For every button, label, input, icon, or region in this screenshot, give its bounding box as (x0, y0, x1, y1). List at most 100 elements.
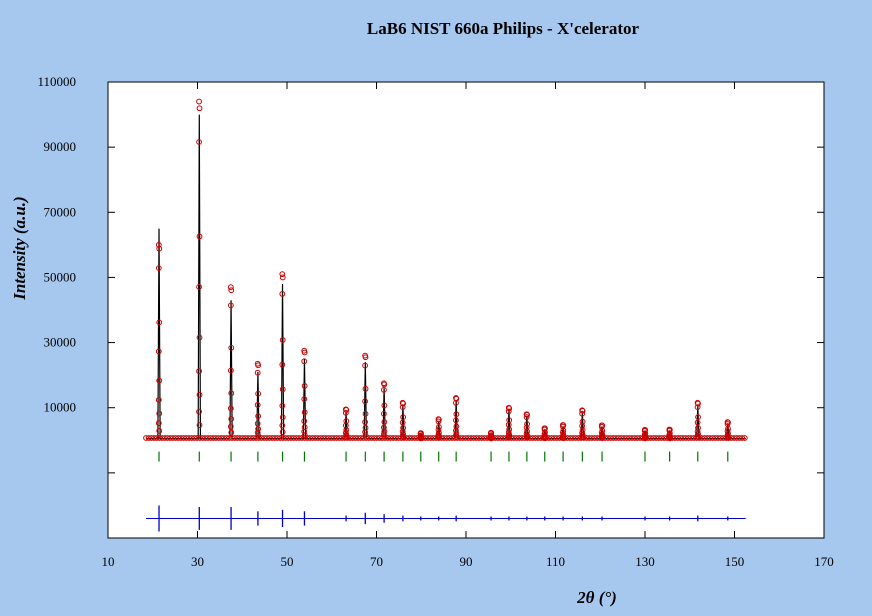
observed-point (155, 420, 162, 427)
observed-point (436, 434, 442, 441)
observed-point (470, 435, 477, 441)
observed-point (151, 435, 157, 441)
observed-point (156, 435, 163, 441)
observed-point (227, 284, 234, 291)
observed-point (279, 271, 286, 278)
observed-point (453, 417, 459, 424)
observed-point (453, 399, 459, 406)
observed-point (380, 387, 387, 393)
observed-point (156, 245, 163, 252)
observed-point (626, 435, 633, 441)
observed-point (425, 435, 431, 441)
observed-point (453, 423, 460, 430)
y-axis-title: Intensity (a.u.) (10, 196, 29, 300)
observed-point (301, 428, 308, 435)
observed-point (535, 435, 541, 441)
observed-point (285, 435, 292, 441)
observed-point (506, 405, 513, 412)
observed-point (731, 435, 737, 441)
observed-point (155, 396, 162, 403)
observed-point (156, 377, 163, 384)
observed-point (196, 105, 203, 112)
observed-point (301, 432, 308, 439)
observed-point (453, 434, 460, 440)
observed-point (694, 428, 701, 435)
observed-point (524, 421, 530, 427)
observed-point (228, 344, 235, 351)
y-tick-label: 90000 (44, 139, 77, 154)
observed-point (228, 429, 235, 436)
observed-point (279, 291, 286, 297)
observed-point (542, 435, 548, 442)
observed-point (418, 435, 424, 442)
observed-point (494, 435, 501, 441)
observed-point (553, 435, 560, 441)
observed-point (156, 428, 163, 434)
observed-point (261, 435, 268, 441)
observed-point (524, 434, 530, 441)
observed-point (204, 435, 211, 441)
y-tick-label: 110000 (37, 74, 76, 89)
observed-point (301, 396, 308, 402)
observed-point (362, 419, 368, 425)
observed-point (228, 416, 235, 422)
observed-point (380, 431, 387, 438)
observed-point (288, 435, 294, 441)
observed-point (255, 432, 262, 439)
observed-point (229, 435, 235, 441)
observed-point (362, 362, 368, 369)
observed-point (500, 435, 507, 441)
observed-point (717, 435, 724, 441)
difference-curve (146, 505, 746, 532)
observed-point (237, 435, 243, 441)
observed-point (446, 435, 453, 441)
observed-point (227, 367, 234, 374)
observed-point (682, 435, 689, 441)
observed-point (362, 354, 369, 361)
observed-point (371, 435, 378, 441)
observed-point (400, 434, 407, 441)
observed-point (196, 368, 202, 375)
observed-point (443, 435, 450, 441)
observed-point (457, 435, 464, 441)
observed-point (280, 435, 286, 441)
observed-point (478, 435, 485, 441)
observed-point (362, 429, 368, 435)
observed-point (623, 435, 630, 441)
observed-point (301, 418, 308, 424)
observed-point (529, 435, 536, 441)
observed-point (333, 435, 340, 441)
y-tick-labels: 10000 30000 50000 70000 90000 110000 (37, 74, 76, 415)
observed-point (234, 435, 241, 441)
observed-point (380, 410, 387, 417)
observed-point (255, 413, 262, 420)
observed-point (145, 435, 152, 441)
axis-ticks (107, 81, 825, 539)
observed-point (399, 404, 406, 411)
observed-point (202, 435, 209, 441)
observed-point (188, 435, 195, 441)
observed-point (739, 435, 746, 441)
observed-point (579, 434, 586, 441)
observed-point (279, 337, 286, 343)
observed-point (695, 434, 701, 441)
observed-point (199, 435, 206, 441)
observed-point (567, 435, 574, 441)
observed-point (178, 435, 184, 441)
observed-point (604, 435, 611, 441)
observed-point (254, 402, 261, 408)
observed-point (677, 435, 684, 441)
observed-point (706, 435, 713, 441)
observed-point (399, 428, 406, 435)
observed-point (408, 435, 415, 441)
observed-point (400, 400, 407, 407)
x-tick-label: 130 (635, 554, 655, 569)
observed-point (435, 418, 442, 425)
observed-point (374, 435, 380, 441)
x-tick-label: 90 (460, 554, 473, 569)
observed-point (570, 435, 576, 441)
observed-point (666, 427, 673, 434)
observed-point (363, 435, 370, 441)
observed-point (599, 435, 606, 442)
observed-point (269, 435, 276, 441)
